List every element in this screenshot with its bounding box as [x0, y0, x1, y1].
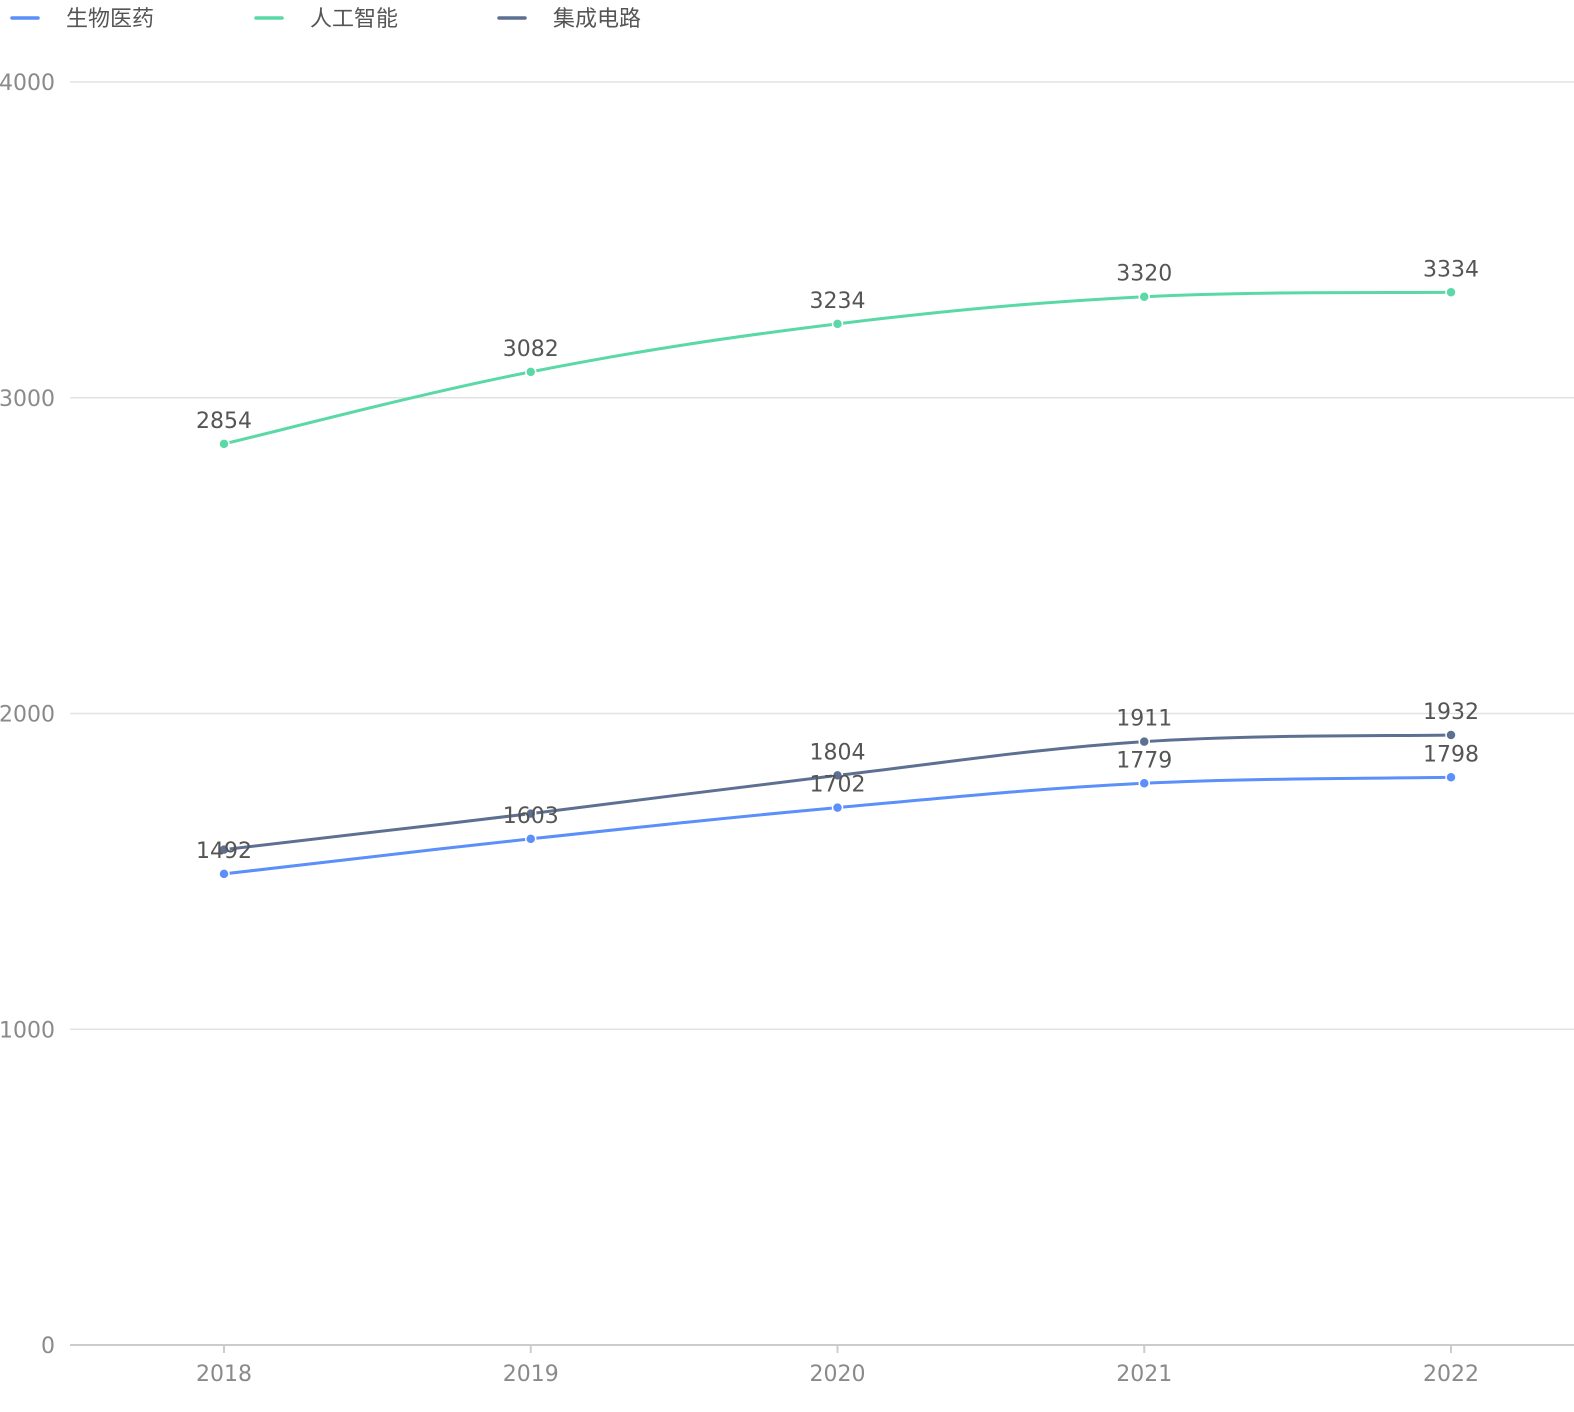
data-point	[525, 366, 537, 378]
data-point	[1138, 777, 1150, 790]
x-tick-label: 2020	[810, 1362, 866, 1387]
y-tick-label: 0	[41, 1334, 55, 1359]
data-label: 1932	[1423, 700, 1479, 725]
data-label: 1911	[1116, 707, 1172, 732]
data-label: 3082	[503, 337, 559, 362]
data-point	[831, 801, 844, 814]
series-3	[218, 729, 1457, 856]
legend-item-2: 人工智能	[254, 7, 398, 32]
data-point	[1445, 286, 1457, 299]
data-label: 1804	[810, 740, 866, 765]
data-point	[218, 843, 230, 856]
y-tick-label: 3000	[0, 387, 55, 412]
x-tick-label: 2022	[1423, 1362, 1479, 1387]
data-point	[525, 833, 537, 845]
series-2	[218, 286, 1457, 450]
data-point	[525, 807, 537, 820]
data-label: 1702	[810, 773, 866, 798]
data-label: 1779	[1116, 748, 1172, 773]
data-label: 3320	[1116, 262, 1172, 287]
x-tick-label: 2019	[503, 1362, 559, 1387]
data-label: 2854	[196, 409, 252, 434]
data-point	[1138, 290, 1150, 303]
data-label: 3234	[810, 289, 866, 314]
x-tick-label: 2018	[196, 1362, 252, 1387]
data-label: 1492	[196, 839, 252, 864]
data-point	[1445, 771, 1457, 784]
series-group	[218, 286, 1457, 880]
y-tick-label: 4000	[0, 71, 55, 96]
legend-label: 集成电路	[553, 7, 641, 32]
data-label: 1798	[1423, 742, 1479, 767]
data-point	[831, 318, 844, 330]
x-tick-label: 2021	[1116, 1362, 1172, 1387]
legend: 生物医药 人工智能 集成电路	[10, 7, 641, 32]
y-tick-label: 2000	[0, 703, 55, 728]
axes: 0 1000 2000 3000 4000 2018 2019 2020 2021 2022	[0, 71, 1574, 1387]
legend-label: 生物医药	[66, 7, 154, 32]
data-labels: 1492 1603 1702 1779 1798 2854 3082 3234 3320 3334…	[196, 257, 1479, 864]
legend-item-3: 集成电路	[497, 7, 641, 32]
data-point	[218, 868, 230, 880]
data-point	[831, 769, 844, 782]
y-tick-label: 1000	[0, 1018, 55, 1043]
data-label: 3334	[1423, 257, 1479, 282]
data-point	[1445, 729, 1457, 741]
data-label: 1603	[503, 804, 559, 829]
legend-item-1: 生物医药	[10, 7, 154, 32]
series-line	[223, 290, 1452, 446]
grid	[70, 81, 1574, 1030]
legend-label: 人工智能	[310, 7, 398, 32]
series-1	[218, 771, 1457, 880]
data-point	[218, 438, 230, 450]
data-point	[1138, 735, 1150, 748]
